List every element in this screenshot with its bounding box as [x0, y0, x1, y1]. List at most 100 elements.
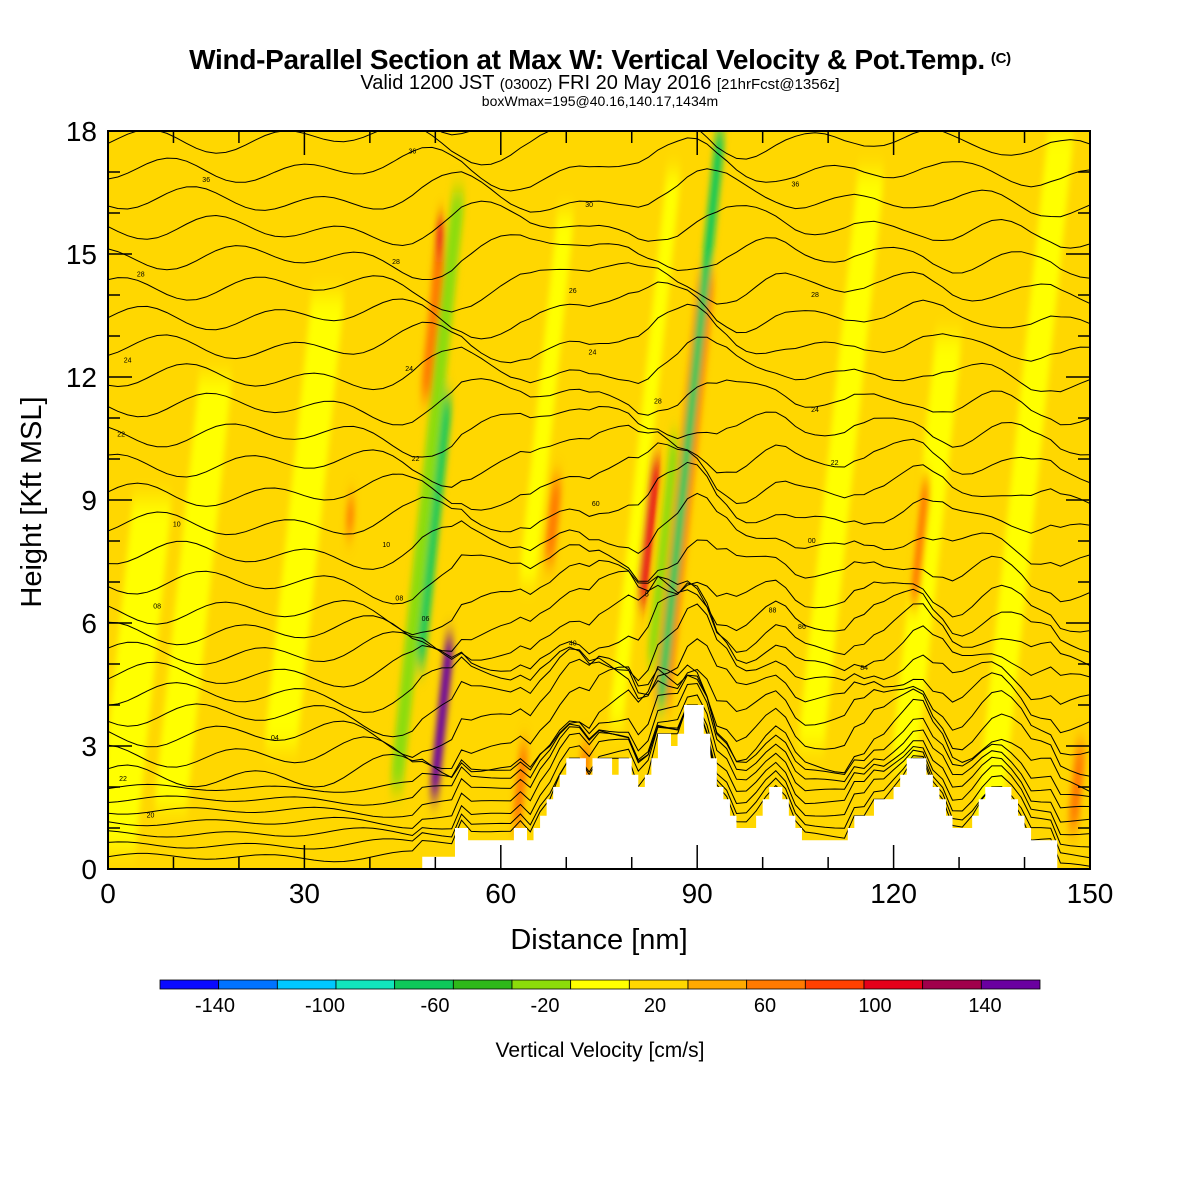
colorbar-tick-label: 20: [644, 995, 666, 1017]
isentrope-label: 86: [798, 624, 806, 631]
isentrope-line: [108, 704, 1090, 836]
velocity-column: [543, 479, 563, 562]
isentrope-label: 26: [569, 288, 577, 295]
colorbar-swatch: [922, 979, 982, 990]
isentrope-label: 24: [811, 407, 819, 414]
colorbar-tick-label: -100: [305, 995, 345, 1017]
isentrope-line: [438, 131, 473, 136]
velocity-column: [389, 192, 466, 787]
y-tick-label: 18: [66, 116, 97, 147]
x-tick-labels: 0 30 60 90 120 150: [100, 878, 1113, 909]
isentrope-line: [108, 200, 1090, 249]
isentrope-line: [108, 303, 1090, 364]
isentrope-line: [108, 539, 1090, 605]
x-tick-label: 150: [1067, 878, 1114, 909]
y-tick-labels: 0 3 6 9 12 15 18: [66, 116, 97, 885]
isentrope-line: [108, 570, 1090, 653]
velocity-column: [974, 131, 1075, 828]
colorbar-swatch: [276, 979, 337, 990]
isentrope-label: 22: [117, 431, 125, 438]
colorbar-swatch: [746, 979, 806, 990]
isentrope-line: [108, 234, 1090, 281]
colorbar-tick-label: -60: [421, 995, 450, 1017]
isentrope-line: [108, 674, 1090, 798]
isentrope-line: [108, 405, 1090, 458]
isentrope-label: 36: [409, 149, 417, 156]
isentrope-line: [108, 694, 1090, 823]
velocity-column: [655, 131, 726, 705]
isentrope-label: 06: [422, 616, 430, 623]
chart-title: Wind-Parallel Section at Max W: Vertical…: [189, 44, 1011, 75]
isentrope-line: [108, 704, 1090, 848]
isentrope-line: [108, 704, 1090, 859]
terrain: [422, 705, 1058, 869]
velocity-column: [635, 459, 661, 603]
velocity-column: [608, 172, 682, 726]
velocity-column: [890, 336, 963, 767]
x-axis-label: Distance [nm]: [510, 924, 687, 956]
isentrope-label: 28: [811, 292, 819, 299]
isentrope-line: [108, 682, 1090, 809]
isentrope-label: 10: [382, 542, 390, 549]
velocity-column: [419, 254, 447, 398]
isentrope-line: [108, 461, 1090, 536]
isentrope-line: [108, 582, 1090, 688]
isentrope-label: 28: [137, 272, 145, 279]
box-max-info: boxWmax=195@40.16,140.17,1434m: [481, 93, 719, 109]
isentrope-label: 24: [589, 349, 597, 356]
isentrope-label: 22: [412, 456, 420, 463]
isentrope-line: [108, 442, 1090, 511]
velocity-column: [154, 377, 233, 808]
colorbar-tick-label: 100: [858, 995, 891, 1017]
colorbar-swatch: [218, 979, 278, 990]
isentrope-line: [108, 664, 1090, 792]
velocity-column: [108, 500, 173, 849]
isentrope-label: 10: [173, 522, 181, 529]
isentrope-line: [108, 424, 1090, 488]
colorbar-tick-label: -140: [195, 995, 235, 1017]
isentrope-line: [108, 559, 1090, 636]
isentrope-label: 20: [147, 813, 155, 820]
isentrope-line: [108, 262, 1090, 313]
colorbar-swatch: [335, 979, 396, 990]
isentrope-labels: 36 28 24 22 10 08 22 20 04 36 28 24 22 10 08 06 30 26 24 28…: [117, 149, 868, 820]
isentrope-label: 28: [654, 399, 662, 406]
colorbar-tick-label: -20: [531, 995, 560, 1017]
isentrope-line: [108, 575, 1090, 667]
isentrope-label: 88: [769, 608, 777, 615]
colorbar-swatch: [570, 979, 630, 990]
y-tick-label: 12: [66, 362, 97, 393]
colorbar-swatch: [804, 979, 865, 990]
isentrope-label: 40: [569, 641, 577, 648]
velocity-column: [1067, 746, 1087, 828]
y-tick-label: 15: [66, 239, 97, 270]
isentropes: [108, 131, 1090, 867]
colorbar-swatch: [159, 979, 220, 990]
velocity-column: [797, 172, 885, 746]
colorbar-swatch: [980, 979, 1041, 990]
velocity-column: [646, 438, 680, 664]
isentrope-line: [108, 638, 1090, 738]
isentrope-label: 28: [392, 259, 400, 266]
x-tick-label: 0: [100, 878, 116, 909]
isentrope-label: 30: [585, 202, 593, 209]
colorbar-tick-label: 60: [754, 995, 776, 1017]
colorbar-tick-label: 140: [968, 995, 1001, 1017]
isentrope-label: 04: [271, 735, 279, 742]
velocity-column: [264, 295, 345, 746]
velocity-column: [429, 639, 455, 796]
isentrope-line: [108, 666, 1090, 777]
isentrope-label: 08: [153, 604, 161, 611]
x-tick-label: 120: [870, 878, 917, 909]
isentrope-label: 36: [202, 177, 210, 184]
isentrope-line: [108, 336, 1090, 393]
axis-ticks: [107, 130, 1091, 870]
isentrope-label: 36: [792, 181, 800, 188]
isentrope-label: 00: [808, 538, 816, 545]
x-tick-label: 90: [682, 878, 713, 909]
colorbar-swatch: [628, 979, 689, 990]
velocity-column: [511, 746, 530, 828]
isentrope-label: 24: [405, 366, 413, 373]
isentrope-label: 84: [860, 665, 868, 672]
